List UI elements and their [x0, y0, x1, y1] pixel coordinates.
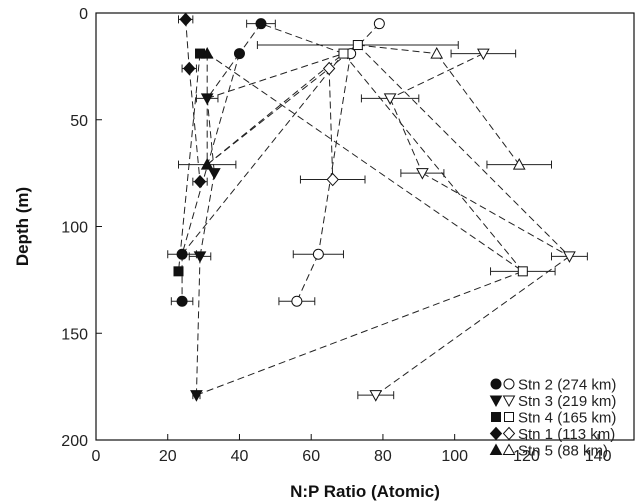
profile-line	[389, 98, 423, 174]
x-tick-label: 60	[302, 448, 320, 465]
data-point	[326, 172, 339, 187]
profile-line	[206, 53, 240, 99]
profile-line	[422, 172, 570, 257]
profile-line	[188, 68, 201, 182]
data-point	[200, 93, 214, 105]
data-point	[291, 295, 303, 307]
legend-label: Stn 3 (219 km)	[518, 393, 616, 410]
data-point	[176, 248, 188, 260]
legend-label: Stn 5 (88 km)	[518, 443, 608, 460]
data-point	[200, 47, 214, 59]
data-point	[477, 48, 490, 61]
data-point	[179, 12, 192, 27]
profile-line	[177, 53, 201, 272]
legend-marker-filled	[489, 395, 503, 408]
legend-label: Stn 1 (113 km)	[518, 426, 615, 443]
x-tick-label: 140	[585, 448, 612, 465]
profile-line	[181, 53, 240, 255]
legend-marker-open	[502, 426, 516, 441]
data-point	[208, 168, 221, 180]
profile-line	[436, 53, 520, 165]
data-point	[373, 18, 385, 30]
data-point	[563, 251, 576, 263]
profile-line	[239, 23, 262, 54]
legend-marker-open	[502, 443, 516, 455]
data-point	[183, 61, 196, 76]
legend-marker-filled	[489, 443, 503, 455]
data-point	[352, 40, 363, 51]
profile-line	[343, 53, 524, 272]
profile-line	[260, 23, 344, 55]
data-point	[200, 158, 214, 170]
profile-line	[375, 255, 570, 396]
data-point	[430, 47, 444, 59]
profile-line	[389, 53, 484, 99]
data-point	[369, 390, 383, 402]
axes: 0 20 40 60 80 100 120 140 0 50 100 150 200	[61, 6, 635, 465]
x-tick-label: 40	[231, 448, 249, 465]
data-point	[190, 390, 203, 402]
profile-line	[206, 98, 215, 174]
legend-marker-filled	[491, 412, 501, 422]
legend-marker-open	[504, 412, 514, 422]
profile-line	[296, 254, 319, 302]
legend: Stn 2 (274 km)Stn 3 (219 km)Stn 4 (165 k…	[489, 377, 616, 460]
legend-marker-filled	[490, 378, 502, 390]
legend-label: Stn 2 (274 km)	[518, 377, 616, 394]
data-point	[416, 168, 429, 180]
plot-area	[167, 12, 588, 402]
profile-line	[206, 53, 524, 272]
legend-label: Stn 4 (165 km)	[518, 410, 616, 427]
y-tick-label: 0	[79, 6, 88, 23]
x-tick-label: 0	[92, 448, 101, 465]
y-tick-label: 200	[61, 433, 88, 450]
x-tick-label: 80	[374, 448, 392, 465]
profile-line	[206, 53, 344, 165]
data-point	[176, 295, 188, 307]
legend-marker-open	[503, 378, 515, 390]
data-point	[193, 251, 207, 263]
data-point	[517, 266, 528, 277]
data-point	[383, 93, 397, 105]
y-axis-label: Depth (m)	[13, 187, 32, 266]
data-point	[233, 48, 245, 60]
profile-line	[357, 44, 570, 257]
data-point	[255, 18, 267, 30]
profile-line	[317, 53, 352, 255]
legend-marker-filled	[489, 426, 503, 441]
profile-line	[207, 53, 344, 99]
data-point	[322, 61, 336, 76]
y-tick-label: 150	[61, 326, 88, 343]
data-point	[173, 266, 184, 277]
profile-line	[199, 173, 215, 257]
x-tick-label: 20	[159, 448, 177, 465]
x-tick-label: 100	[441, 448, 468, 465]
profile-line	[357, 44, 437, 55]
profile-line	[181, 53, 344, 255]
profile-line	[196, 270, 523, 396]
data-point	[312, 248, 324, 260]
y-tick-label: 50	[70, 113, 88, 130]
x-axis-label: N:P Ratio (Atomic)	[290, 482, 440, 501]
x-tick-label: 120	[513, 448, 540, 465]
profile-line	[328, 68, 334, 180]
data-point	[193, 174, 207, 189]
y-tick-label: 100	[61, 220, 88, 237]
data-point	[512, 158, 526, 170]
profile-line	[195, 256, 201, 396]
profile-line	[185, 19, 190, 69]
data-point	[338, 48, 349, 59]
legend-marker-open	[502, 395, 516, 408]
